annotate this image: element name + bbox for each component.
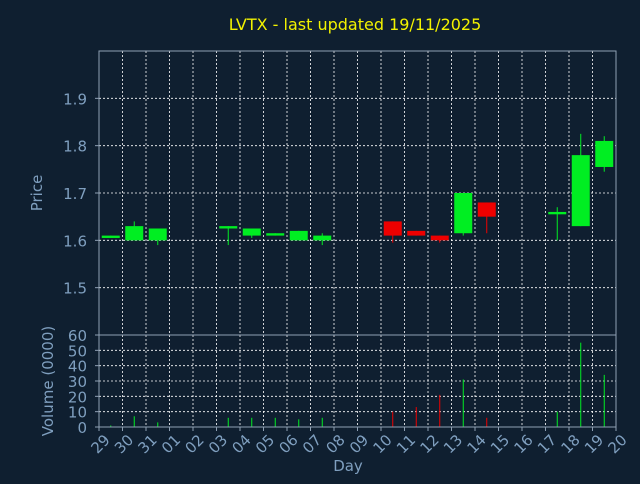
price-candle (571, 133, 590, 227)
x-tick-label: 18 (558, 431, 584, 457)
x-tick-label: 19 (581, 431, 607, 457)
candle-body (289, 230, 308, 241)
candle-body (148, 228, 167, 241)
x-tick-label: 01 (158, 431, 184, 457)
price-candle (101, 235, 120, 238)
chart-title: LVTX - last updated 19/11/2025 (229, 15, 482, 34)
price-candle (430, 235, 449, 243)
price-y-tick-label: 1.6 (63, 232, 87, 250)
price-candle (125, 221, 144, 241)
x-tick-label: 05 (252, 431, 278, 457)
price-candle (454, 193, 473, 236)
candle-body (266, 233, 285, 236)
volume-y-tick-label: 0 (77, 419, 87, 437)
price-candle (148, 228, 167, 246)
price-y-tick-label: 1.8 (63, 138, 87, 156)
x-tick-label: 03 (205, 431, 231, 457)
candle-body (125, 226, 144, 241)
x-tick-label: 12 (417, 431, 443, 457)
candle-body (430, 235, 449, 241)
candle-body (407, 230, 426, 236)
volume-y-tick-label: 20 (68, 388, 87, 406)
price-candles (101, 133, 614, 246)
candle-body (313, 235, 332, 241)
price-candle (313, 233, 332, 246)
price-candle (595, 136, 614, 172)
x-axis-label: Day (333, 457, 363, 475)
x-tick-label: 15 (487, 431, 513, 457)
x-tick-label: 06 (276, 431, 302, 457)
x-tick-label: 30 (111, 431, 137, 457)
x-tick-label: 10 (370, 431, 396, 457)
candle-body (477, 202, 496, 217)
x-tick-label: 11 (393, 431, 419, 457)
price-candle (242, 228, 261, 238)
x-tick-labels: 2930310102030405060708091011121314151617… (88, 427, 631, 457)
x-tick-label: 02 (182, 431, 208, 457)
price-y-tick-label: 1.7 (63, 185, 87, 203)
x-tick-label: 09 (346, 431, 372, 457)
volume-y-tick-label: 50 (68, 342, 87, 360)
x-tick-label: 29 (88, 431, 114, 457)
candle-body (383, 221, 402, 236)
x-tick-label: 04 (229, 431, 255, 457)
price-y-tick-labels: 1.5 1.6 1.7 1.8 1.9 (63, 90, 99, 298)
x-tick-label: 13 (440, 431, 466, 457)
volume-axis-label: Volume (0000) (39, 326, 57, 436)
price-candle (407, 230, 426, 236)
x-tick-label: 17 (534, 431, 560, 457)
price-panel: 1.5 1.6 1.7 1.8 1.9 Price (28, 50, 617, 336)
candle-body (101, 235, 120, 238)
price-y-tick-label: 1.5 (63, 280, 87, 298)
x-tick-label: 08 (323, 431, 349, 457)
candle-body (595, 140, 614, 167)
price-axis-label: Price (28, 175, 46, 212)
price-candle (219, 226, 238, 246)
price-candle (383, 221, 402, 243)
volume-y-tick-label: 60 (68, 327, 87, 345)
price-candle (548, 207, 567, 241)
volume-bars (110, 342, 605, 427)
candle-body (242, 228, 261, 236)
x-tick-label: 20 (605, 431, 631, 457)
candle-body (454, 193, 473, 234)
volume-y-tick-label: 40 (68, 358, 87, 376)
volume-y-tick-label: 10 (68, 404, 87, 422)
price-gridlines (99, 51, 616, 335)
volume-gridlines (99, 335, 616, 427)
x-tick-label: 07 (299, 431, 325, 457)
price-candle (477, 202, 496, 234)
candle-body (548, 211, 567, 215)
x-tick-label: 16 (511, 431, 537, 457)
x-tick-label: 31 (135, 431, 161, 457)
candle-body (571, 155, 590, 227)
price-candle (266, 233, 285, 236)
price-candle (289, 230, 308, 241)
price-y-tick-label: 1.9 (63, 90, 87, 108)
candle-body (219, 226, 238, 229)
x-tick-label: 14 (464, 431, 490, 457)
volume-y-tick-label: 30 (68, 373, 87, 391)
